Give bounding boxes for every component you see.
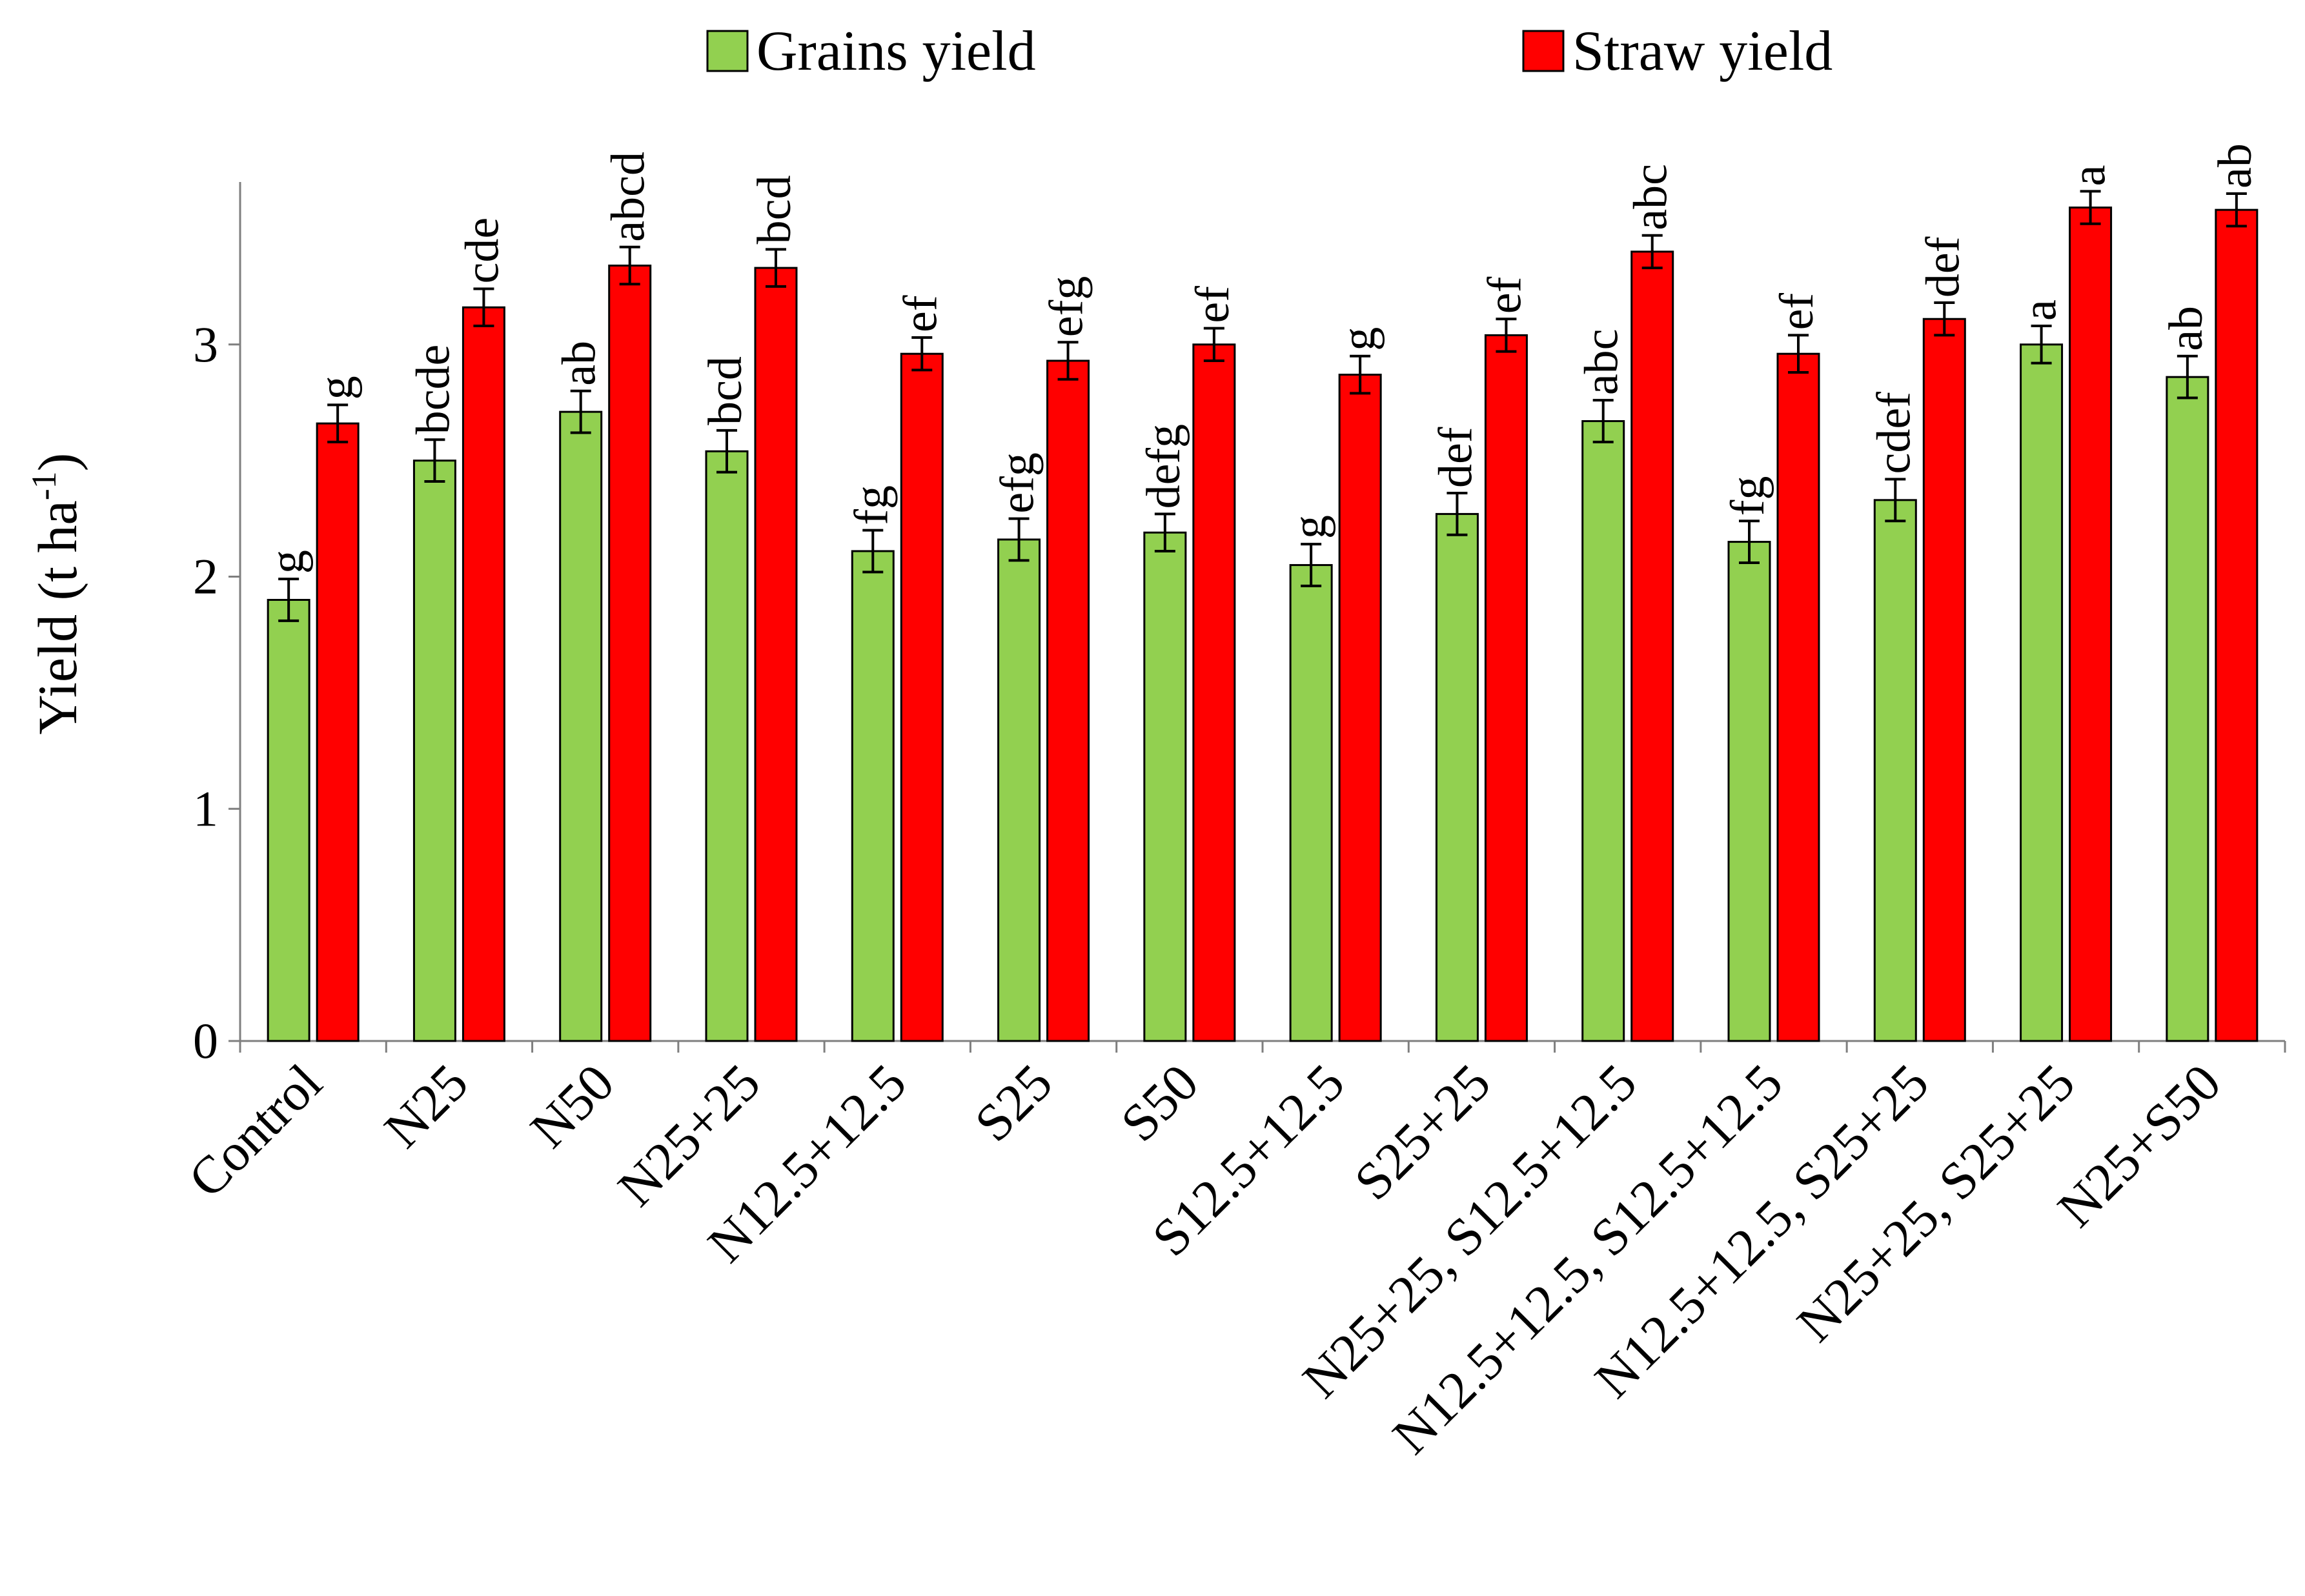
straw-bar [1046, 359, 1090, 1042]
significance-label: efg [1041, 276, 1093, 338]
x-category-label: S50 [1110, 1053, 1210, 1153]
y-axis-label-main: Yield (t ha [26, 500, 88, 734]
y-axis-label: Yield (t ha-1) [25, 453, 88, 735]
straw-bar [900, 352, 944, 1042]
straw-bar [1922, 318, 1966, 1042]
straw-bar [316, 422, 360, 1042]
significance-label: g [261, 550, 314, 574]
straw-bar [2215, 208, 2259, 1042]
significance-label: bcde [407, 345, 460, 435]
significance-label: cde [456, 217, 509, 284]
straw-bar [1338, 374, 1382, 1042]
grains-bar [1435, 512, 1479, 1042]
x-category-label: N25+S50 [2046, 1053, 2231, 1238]
significance-label: ab [553, 341, 606, 386]
significance-label: efg [991, 452, 1044, 514]
grains-bar [1581, 420, 1625, 1042]
y-tick-label: 3 [193, 316, 218, 372]
significance-label: ab [2160, 306, 2213, 351]
grains-bar [267, 599, 310, 1042]
y-tick-label: 2 [193, 549, 218, 605]
significance-label: ef [1186, 286, 1239, 323]
straw-bar [754, 267, 798, 1042]
y-tick-label: 0 [193, 1013, 218, 1069]
significance-label: def [1429, 427, 1482, 488]
straw-bar [462, 306, 505, 1042]
y-axis-label-sup: -1 [25, 471, 63, 500]
straw-bar [1484, 334, 1528, 1042]
significance-label: abc [1625, 164, 1678, 230]
significance-label: ab [2209, 143, 2262, 188]
straw-bar [608, 265, 652, 1042]
significance-label: abcd [602, 152, 655, 242]
legend-swatch-straw [1522, 30, 1565, 72]
grains-bar [997, 538, 1041, 1042]
plot-area: 0 1 2 3 g g Control bcde cde N25 ab abcd N50 bcd bcd N2… [177, 143, 2286, 1465]
significance-label: def [1916, 236, 1969, 298]
grains-bar [2020, 343, 2064, 1042]
x-category-label: Control [177, 1053, 333, 1209]
straw-bar [2069, 207, 2113, 1042]
significance-label: ef [894, 295, 947, 332]
x-category-label: N50 [519, 1053, 625, 1158]
significance-label: abc [1576, 328, 1629, 395]
significance-label: bcd [699, 356, 752, 425]
grains-bar [412, 460, 456, 1042]
grains-bar [705, 450, 749, 1042]
legend-label-straw: Straw yield [1572, 20, 1833, 83]
legend: Grains yield Straw yield [706, 20, 1833, 83]
significance-label: fg [845, 485, 898, 525]
legend-swatch-grains [706, 30, 749, 72]
grains-bar [559, 410, 603, 1042]
straw-bar [1192, 343, 1236, 1042]
legend-label-grains: Grains yield [756, 20, 1036, 83]
significance-label: cdef [1867, 392, 1920, 474]
significance-label: a [2063, 165, 2116, 187]
significance-label: a [2014, 299, 2067, 321]
significance-label: g [310, 376, 363, 399]
x-category-label: N25 [373, 1053, 479, 1158]
significance-label: g [1283, 515, 1336, 539]
y-axis-label-close: ) [26, 453, 88, 472]
y-tick-label: 1 [193, 780, 218, 836]
straw-bar [1776, 352, 1820, 1042]
straw-bar [1630, 250, 1674, 1042]
significance-label: bcd [748, 175, 801, 244]
significance-label: defg [1137, 424, 1190, 509]
significance-label: ef [1771, 293, 1823, 330]
grains-bar [1873, 499, 1917, 1042]
significance-label: g [1332, 327, 1385, 351]
grains-bar [2166, 376, 2209, 1042]
significance-label: ef [1478, 276, 1531, 314]
x-category-label: S25 [964, 1053, 1064, 1153]
grains-bar [1727, 541, 1771, 1042]
grains-bar [1289, 564, 1333, 1042]
grains-bar [851, 550, 895, 1042]
grains-bar [1143, 531, 1187, 1042]
significance-label: fg [1721, 476, 1774, 516]
